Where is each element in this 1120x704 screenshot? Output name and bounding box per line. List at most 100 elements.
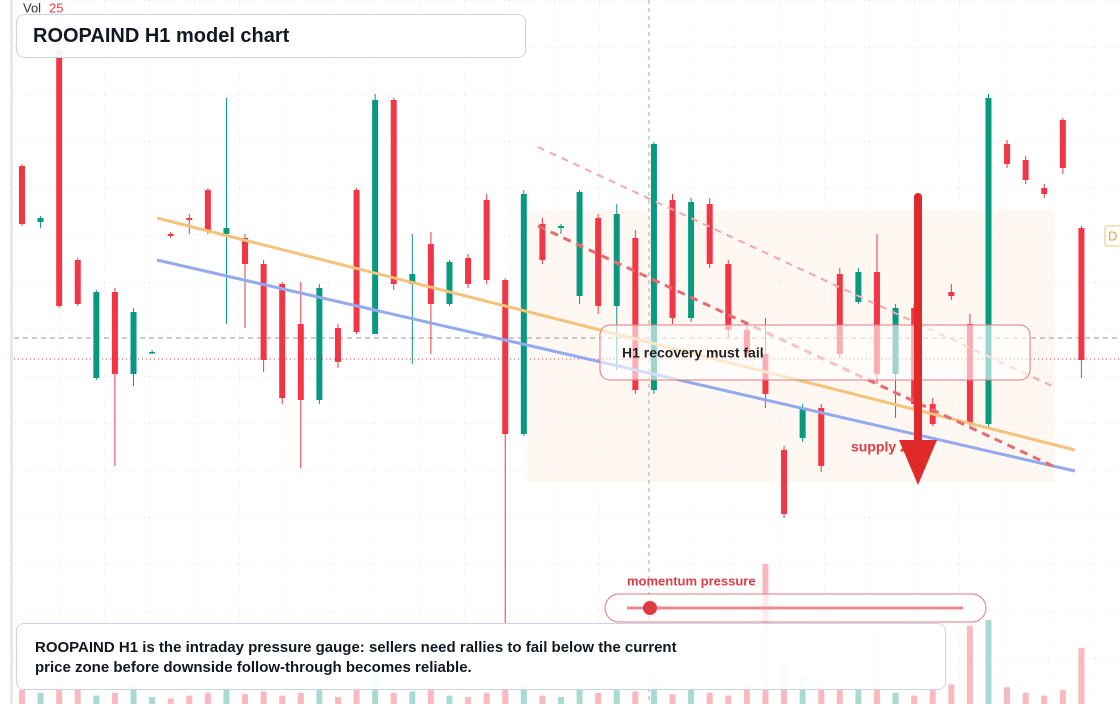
momentum-label: momentum pressure	[627, 573, 756, 588]
candle-body	[242, 238, 249, 264]
candle-body	[706, 204, 713, 264]
volume-bar	[1059, 690, 1066, 704]
candle-body	[56, 50, 63, 306]
candle-body	[1059, 120, 1066, 168]
candle-body	[223, 228, 230, 234]
volume-bar	[799, 676, 806, 704]
candle-body	[465, 258, 472, 284]
candle-body	[260, 264, 267, 360]
candle-body	[19, 166, 25, 224]
candle-body	[297, 324, 304, 400]
volume-bar	[520, 684, 527, 704]
candle-body	[372, 100, 379, 334]
volume-bar	[149, 697, 156, 704]
volume-bar	[334, 697, 341, 704]
candle-body	[948, 292, 955, 296]
candle-body	[204, 190, 211, 230]
recovery-label: H1 recovery must fail	[622, 345, 764, 361]
vol-label: Vol	[23, 0, 41, 15]
volume-bar	[279, 695, 286, 704]
volume-bar	[483, 692, 490, 704]
footer-text: ROOPAIND H1 is the intraday pressure gau…	[35, 639, 677, 676]
volume-bar	[111, 692, 118, 704]
candle-body	[613, 214, 620, 306]
volume-bar	[966, 625, 973, 704]
volume-bar	[929, 690, 936, 704]
candle-body	[799, 408, 806, 438]
volume-bar	[613, 687, 620, 704]
volume-bar	[892, 692, 899, 704]
candle-body	[111, 292, 118, 374]
volume-bar	[706, 692, 713, 704]
volume-bar	[130, 684, 137, 704]
volume-bar	[353, 687, 360, 704]
volume-bar	[186, 695, 193, 704]
volume-bar	[743, 684, 750, 704]
volume-bar	[836, 687, 843, 704]
candle-body	[446, 262, 453, 304]
candle-body	[483, 200, 490, 280]
volume-bar	[223, 690, 230, 704]
candle-body	[130, 312, 137, 374]
volume-bar	[632, 691, 639, 704]
candle-body	[781, 450, 788, 514]
candle-body	[390, 100, 397, 284]
side-label: D	[1108, 228, 1117, 243]
volume-bar	[948, 684, 955, 704]
side-tag	[1104, 225, 1120, 247]
candle-body	[502, 280, 509, 434]
volume-bar	[204, 692, 211, 704]
candle-body	[855, 272, 862, 302]
volume-bar	[260, 691, 267, 704]
candle-body	[725, 264, 732, 330]
candle-body	[669, 200, 676, 318]
candle-body	[1041, 188, 1048, 194]
volume-bar	[669, 694, 676, 704]
candle-body	[985, 98, 992, 424]
volume-bar	[502, 687, 509, 704]
candle-body	[539, 224, 546, 260]
candle-body	[279, 284, 286, 398]
volume-bar	[688, 690, 695, 704]
momentum-knob	[643, 601, 657, 615]
candle-body	[818, 408, 825, 466]
volume-bar	[242, 694, 249, 704]
candle-body	[149, 352, 156, 354]
candle-body	[37, 218, 44, 222]
vol-value: 25	[49, 0, 63, 15]
volume-bar	[855, 690, 862, 704]
candle-body	[427, 244, 434, 304]
volume-bar	[74, 687, 81, 704]
candle-body	[334, 328, 341, 362]
volume-bar	[316, 690, 323, 704]
volume-bar	[1022, 692, 1029, 704]
candle-body	[1078, 228, 1085, 360]
candle-body	[1004, 144, 1011, 164]
arrow-head	[899, 440, 937, 485]
volume-bar	[818, 678, 825, 704]
volume-bar	[539, 695, 546, 704]
candle-body	[74, 260, 81, 304]
volume-bar	[558, 697, 564, 704]
recovery-box	[599, 324, 1031, 381]
candle-body	[595, 218, 602, 306]
volume-bar	[37, 692, 44, 704]
candle-body	[186, 218, 193, 220]
candle-body	[558, 226, 564, 228]
volume-bar	[167, 698, 174, 704]
volume-bar	[911, 695, 918, 704]
volume-bar	[409, 691, 416, 704]
title: ROOPAIND H1 model chart	[16, 14, 526, 58]
volume-bar	[446, 695, 453, 704]
volume-bar	[390, 692, 397, 704]
volume-bar	[725, 695, 732, 704]
volume-bar	[93, 695, 100, 704]
candle-body	[873, 272, 880, 374]
candle-body	[409, 274, 416, 284]
volume-bar	[19, 690, 25, 704]
volume-bar	[985, 620, 992, 704]
candle-body	[93, 292, 100, 378]
volume-bar	[1041, 695, 1048, 704]
